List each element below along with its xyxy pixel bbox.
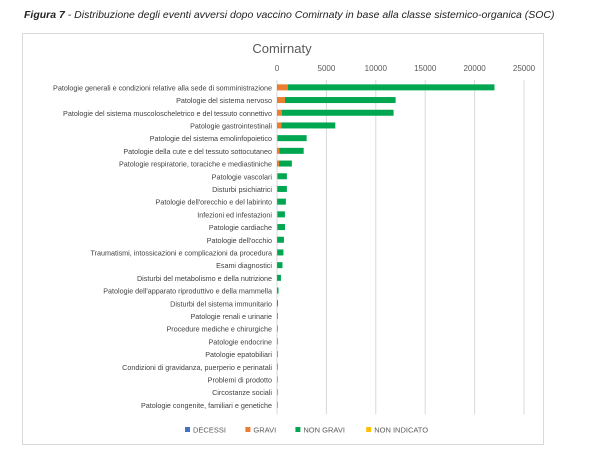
bar-gravi (277, 97, 285, 104)
bar-non-gravi (277, 236, 284, 243)
category-label: Patologie della cute e del tessuto sotto… (123, 147, 272, 156)
bar-non-gravi (277, 211, 285, 218)
category-label: Patologie renali e urinarie (190, 312, 272, 321)
figure-caption: Figura 7 - Distribuzione degli eventi av… (24, 9, 554, 21)
category-label: Esami diagnostici (216, 261, 272, 270)
bar-non-gravi (287, 84, 495, 91)
category-label: Infezioni ed infestazioni (197, 210, 272, 219)
bar-gravi (277, 185, 278, 192)
legend-swatch (366, 427, 372, 432)
x-tick-label: 15000 (414, 64, 437, 73)
x-tick-label: 10000 (365, 64, 388, 73)
bar-non-gravi (279, 160, 292, 167)
bar-non-gravi (277, 135, 307, 142)
category-label: Patologie endocrine (208, 337, 272, 346)
bar-gravi (277, 173, 278, 180)
x-tick-label: 5000 (318, 64, 336, 73)
category-label: Traumatismi, intossicazioni e complicazi… (91, 248, 273, 257)
legend-swatch (245, 427, 251, 432)
category-label: Patologie del sistema muscoloscheletrico… (63, 109, 272, 118)
category-label: Patologie del sistema nervoso (176, 96, 272, 105)
bar-non-gravi (277, 376, 278, 383)
category-label: Patologie dell'orecchio e del labirinto (156, 198, 272, 207)
bar-gravi (277, 198, 278, 205)
bar-gravi (277, 224, 279, 231)
legend-swatch (295, 427, 301, 432)
bar-non-gravi (277, 198, 286, 205)
bar-gravi (277, 236, 278, 243)
bar-non-gravi (277, 274, 281, 281)
legend-label: GRAVI (253, 426, 276, 435)
category-label: Patologie vascolari (212, 172, 273, 181)
category-label: Circostanze sociali (212, 388, 272, 397)
x-tick-label: 20000 (463, 64, 486, 73)
bar-non-gravi (277, 173, 287, 180)
chart-title: Comirnaty (252, 41, 312, 56)
bar-non-gravi (277, 287, 279, 294)
category-label: Patologie dell'occhio (207, 236, 272, 245)
bar-non-gravi (277, 389, 278, 396)
caption-label: Figura 7 (24, 9, 65, 21)
bar-gravi (277, 135, 278, 142)
chart-area (22, 33, 544, 445)
bar-non-gravi (281, 122, 336, 129)
category-label: Patologie epatobiliari (205, 350, 272, 359)
category-label: Patologie dell'apparato riproduttivo e d… (103, 287, 272, 296)
category-label: Problemi di prodotto (208, 375, 272, 384)
bar-non-gravi (277, 249, 284, 256)
category-label: Disturbi del metabolismo e della nutrizi… (137, 274, 272, 283)
category-label: Procedure mediche e chirurgiche (167, 325, 272, 334)
category-label: Patologie gastrointestinali (190, 121, 272, 130)
bar-non-gravi (277, 262, 283, 269)
bar-non-gravi (277, 312, 278, 319)
bar-non-gravi (278, 224, 285, 231)
legend-label: NON GRAVI (303, 426, 345, 435)
bar-non-gravi (277, 363, 278, 370)
bar-gravi (277, 160, 280, 167)
bar-non-gravi (277, 325, 278, 332)
category-label: Patologie del sistema emolinfopoietico (150, 134, 272, 143)
category-label: Disturbi psichiatrici (212, 185, 272, 194)
category-label: Disturbi del sistema immunitario (170, 299, 272, 308)
category-label: Patologie generali e condizioni relative… (53, 83, 272, 92)
x-tick-label: 0 (275, 64, 280, 73)
x-tick-label: 25000 (513, 64, 536, 73)
category-label: Condizioni di gravidanza, puerperio e pe… (122, 363, 272, 372)
legend-label: NON INDICATO (374, 426, 428, 435)
bar-gravi (277, 122, 282, 129)
bar-non-gravi (279, 147, 304, 154)
legend-label: DECESSI (193, 426, 226, 435)
bar-non-gravi (277, 185, 287, 192)
bar-non-gravi (277, 338, 278, 345)
category-label: Patologie cardiache (209, 223, 272, 232)
category-label: Patologie congenite, familiari e genetic… (141, 401, 272, 410)
bar-non-gravi (277, 401, 278, 408)
category-label: Patologie respiratorie, toraciche e medi… (119, 160, 272, 169)
bar-non-gravi (281, 109, 394, 116)
bar-non-gravi (277, 351, 278, 358)
legend-swatch (185, 427, 190, 432)
bar-gravi (277, 211, 278, 218)
bar-non-gravi (284, 97, 396, 104)
bar-gravi (277, 249, 278, 256)
bar-gravi (277, 84, 288, 91)
bar-non-gravi (277, 300, 278, 307)
bar-gravi (277, 147, 280, 154)
caption-text: - Distribuzione degli eventi avversi dop… (64, 9, 555, 21)
bar-gravi (277, 109, 282, 116)
